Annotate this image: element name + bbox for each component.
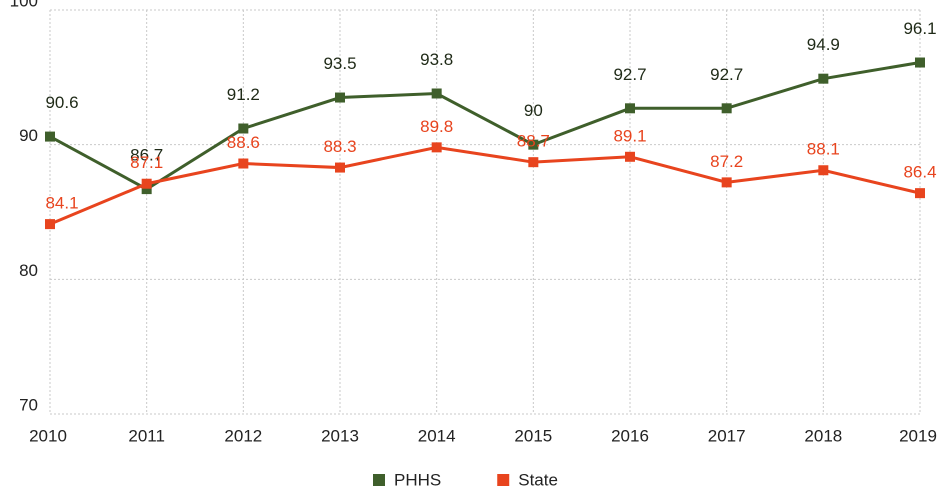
point (141, 178, 152, 189)
data-label: 87.2 (710, 152, 743, 171)
x-tick-label: 2017 (708, 426, 746, 445)
data-label: 89.8 (420, 117, 453, 136)
data-label: 87.1 (130, 153, 163, 172)
data-label: 92.7 (710, 65, 743, 84)
point (528, 157, 539, 168)
x-tick-label: 2014 (418, 426, 456, 445)
data-label: 84.1 (45, 194, 78, 213)
data-label: 89.1 (613, 126, 646, 145)
point (335, 92, 345, 103)
point (818, 165, 829, 176)
x-tick-label: 2015 (514, 426, 552, 445)
x-tick-label: 2019 (899, 426, 937, 445)
data-label: 93.5 (323, 54, 356, 73)
point (818, 73, 829, 84)
point (915, 57, 925, 68)
point (915, 188, 925, 199)
data-label: 90 (524, 101, 543, 120)
y-tick-label: 70 (19, 395, 38, 414)
point (625, 103, 635, 114)
point (625, 151, 635, 162)
data-label: 93.8 (420, 50, 453, 69)
x-tick-label: 2010 (29, 426, 67, 445)
y-tick-label: 90 (19, 126, 38, 145)
point (141, 184, 152, 195)
point (721, 103, 732, 114)
y-tick-label: 80 (19, 261, 38, 280)
data-label: 88.1 (807, 140, 840, 159)
point (431, 142, 442, 153)
legend-swatch (497, 474, 510, 486)
data-label: 90.6 (45, 93, 78, 112)
series-line (49, 61, 921, 191)
x-tick-label: 2012 (224, 426, 262, 445)
data-label: 86.4 (903, 163, 936, 182)
legend-label: PHHS (394, 470, 441, 489)
point (238, 158, 249, 169)
legend-swatch (373, 474, 385, 486)
x-tick-label: 2011 (128, 426, 165, 445)
data-label: 96.1 (903, 19, 936, 38)
x-tick-label: 2018 (804, 426, 842, 445)
data-label: 88.6 (227, 133, 260, 152)
series-line (49, 145, 921, 226)
point (528, 139, 539, 150)
point (45, 219, 55, 230)
data-label: 88.3 (323, 137, 356, 156)
data-label: 91.2 (227, 85, 260, 104)
x-tick-label: 2016 (611, 426, 649, 445)
point (45, 131, 55, 142)
data-label: 92.7 (613, 65, 646, 84)
data-label: 94.9 (807, 35, 840, 54)
x-tick-label: 2013 (321, 426, 359, 445)
point (431, 88, 442, 99)
data-label: 88.7 (517, 132, 550, 151)
data-label: 86.7 (130, 146, 163, 165)
point (238, 123, 249, 134)
point (335, 162, 345, 173)
point (721, 177, 732, 188)
legend-label: State (518, 470, 558, 489)
y-tick-label: 100 (10, 0, 38, 10)
